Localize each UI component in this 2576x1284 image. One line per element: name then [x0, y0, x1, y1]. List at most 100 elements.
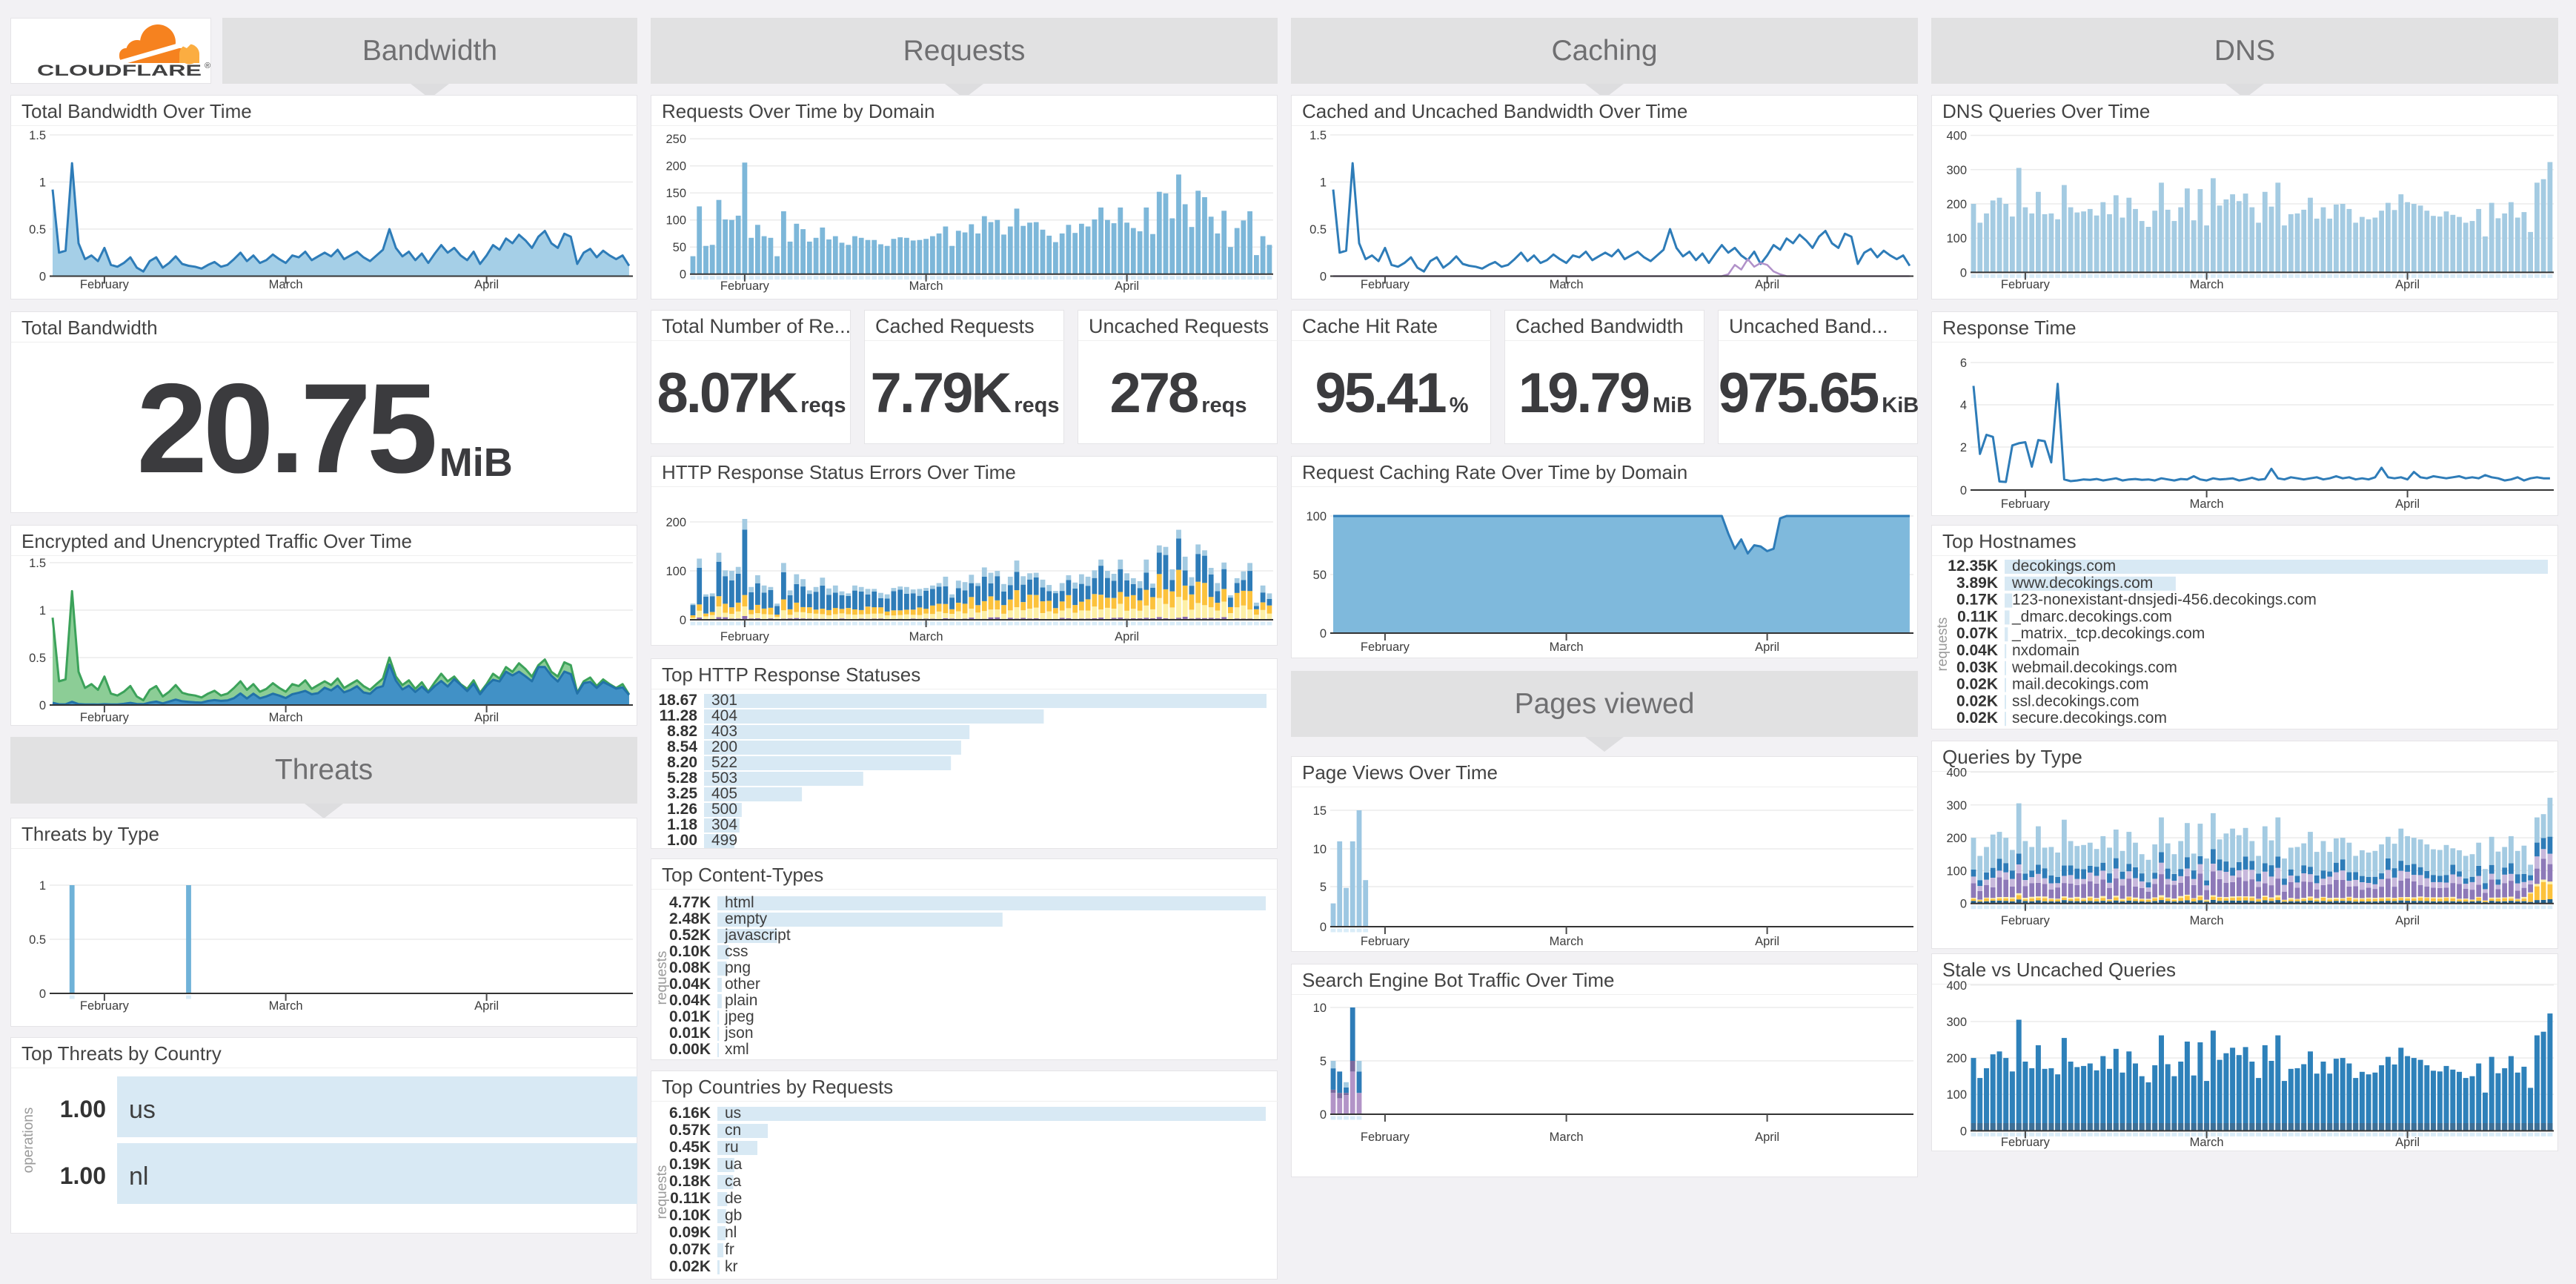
svg-text:0: 0 — [1960, 266, 1967, 279]
svg-text:0.10K: 0.10K — [669, 1207, 711, 1224]
svg-text:0.5: 0.5 — [29, 933, 46, 947]
svg-text:1.5: 1.5 — [1309, 129, 1327, 142]
svg-text:300: 300 — [1946, 799, 1967, 813]
svg-text:March: March — [2190, 1136, 2224, 1149]
svg-text:png: png — [725, 959, 751, 976]
svg-text:json: json — [724, 1025, 754, 1042]
svg-text:April: April — [1115, 279, 1139, 293]
svg-text:February: February — [720, 279, 770, 293]
svg-text:0: 0 — [39, 271, 46, 284]
svg-text:nxdomain: nxdomain — [2012, 642, 2079, 659]
svg-text:100: 100 — [1306, 510, 1327, 523]
svg-text:304: 304 — [711, 816, 737, 833]
svg-text:0: 0 — [1320, 921, 1327, 934]
svg-text:0.11K: 0.11K — [670, 1190, 711, 1207]
svg-text:0.09K: 0.09K — [669, 1224, 711, 1241]
svg-text:0.08K: 0.08K — [669, 959, 711, 976]
svg-text:8.54: 8.54 — [667, 738, 697, 755]
svg-text:1.5: 1.5 — [29, 557, 46, 570]
svg-text:February: February — [2001, 278, 2051, 291]
svg-text:0: 0 — [1320, 627, 1327, 641]
svg-text:April: April — [2395, 497, 2420, 511]
svg-text:0.10K: 0.10K — [669, 943, 711, 960]
svg-text:requests: requests — [654, 1165, 670, 1220]
svg-text:15: 15 — [1313, 804, 1327, 818]
svg-text:1: 1 — [39, 176, 46, 190]
svg-text:405: 405 — [711, 785, 737, 802]
svg-text:1: 1 — [39, 879, 46, 893]
svg-text:xml: xml — [725, 1041, 749, 1058]
svg-text:March: March — [909, 630, 943, 643]
svg-text:March: March — [269, 278, 303, 291]
svg-text:1.18: 1.18 — [667, 816, 697, 833]
svg-text:0.5: 0.5 — [29, 652, 46, 665]
svg-text:0.04K: 0.04K — [669, 976, 711, 993]
svg-text:10: 10 — [1313, 843, 1327, 856]
svg-text:1.26: 1.26 — [667, 801, 697, 818]
svg-text:6.16K: 6.16K — [669, 1105, 711, 1122]
svg-text:0.11K: 0.11K — [1957, 608, 1998, 625]
svg-text:0.02K: 0.02K — [669, 1258, 711, 1275]
svg-text:150: 150 — [665, 187, 686, 200]
svg-text:0.45K: 0.45K — [669, 1139, 711, 1156]
svg-text:1.00: 1.00 — [60, 1096, 106, 1122]
svg-text:500: 500 — [711, 801, 737, 818]
svg-text:www.decokings.com: www.decokings.com — [2011, 575, 2153, 592]
svg-text:requests: requests — [654, 951, 670, 1005]
svg-text:200: 200 — [1946, 198, 1967, 211]
svg-text:6: 6 — [1960, 357, 1967, 370]
svg-text:April: April — [2395, 1136, 2420, 1149]
svg-text:200: 200 — [665, 160, 686, 173]
svg-text:February: February — [2001, 914, 2051, 927]
svg-text:February: February — [1361, 1131, 1410, 1144]
svg-text:decokings.com: decokings.com — [2012, 557, 2116, 575]
svg-text:0.07K: 0.07K — [1956, 625, 1998, 642]
svg-text:100: 100 — [665, 565, 686, 578]
svg-text:April: April — [1755, 1131, 1779, 1144]
svg-text:April: April — [2395, 278, 2420, 291]
svg-text:8.20: 8.20 — [667, 754, 697, 771]
svg-text:0.02K: 0.02K — [1956, 709, 1998, 727]
svg-text:March: March — [1550, 1131, 1584, 1144]
svg-text:0.04K: 0.04K — [669, 992, 711, 1009]
svg-text:April: April — [1115, 630, 1139, 643]
svg-text:403: 403 — [711, 723, 737, 740]
svg-text:March: March — [909, 279, 943, 293]
svg-text:50: 50 — [1313, 569, 1327, 582]
svg-text:ca: ca — [725, 1173, 742, 1190]
svg-text:us: us — [725, 1105, 741, 1122]
svg-text:css: css — [725, 943, 748, 960]
svg-text:400: 400 — [1946, 130, 1967, 143]
svg-text:cn: cn — [725, 1122, 741, 1139]
svg-text:April: April — [474, 278, 499, 291]
svg-text:300: 300 — [1946, 1016, 1967, 1029]
svg-text:requests: requests — [1935, 618, 1951, 672]
svg-text:0.52K: 0.52K — [669, 927, 711, 944]
svg-text:300: 300 — [1946, 164, 1967, 177]
svg-text:0: 0 — [680, 614, 686, 627]
svg-text:us: us — [129, 1096, 156, 1124]
svg-text:other: other — [725, 976, 760, 993]
svg-text:February: February — [1361, 278, 1410, 291]
svg-text:2: 2 — [1960, 441, 1967, 454]
svg-text:February: February — [80, 711, 130, 724]
svg-text:kr: kr — [725, 1258, 738, 1275]
svg-text:operations: operations — [21, 1108, 36, 1174]
svg-text:404: 404 — [711, 707, 737, 724]
svg-text:April: April — [1755, 641, 1779, 654]
svg-text:100: 100 — [1946, 1088, 1967, 1102]
svg-text:400: 400 — [1946, 767, 1967, 780]
svg-text:0.00K: 0.00K — [669, 1041, 711, 1058]
svg-text:4.77K: 4.77K — [669, 894, 711, 911]
svg-text:April: April — [474, 711, 499, 724]
svg-text:April: April — [2395, 914, 2420, 927]
svg-text:mail.decokings.com: mail.decokings.com — [2012, 676, 2148, 693]
svg-text:plain: plain — [725, 992, 757, 1009]
svg-text:123-nonexistant-dnsjedi-456.de: 123-nonexistant-dnsjedi-456.decokings.co… — [2012, 592, 2317, 609]
svg-text:0: 0 — [1960, 1125, 1967, 1138]
svg-text:®: ® — [205, 62, 210, 70]
svg-text:javascript: javascript — [724, 927, 791, 944]
svg-text:0.17K: 0.17K — [1956, 592, 1998, 609]
svg-text:100: 100 — [1946, 864, 1967, 878]
svg-text:February: February — [2001, 1136, 2051, 1149]
